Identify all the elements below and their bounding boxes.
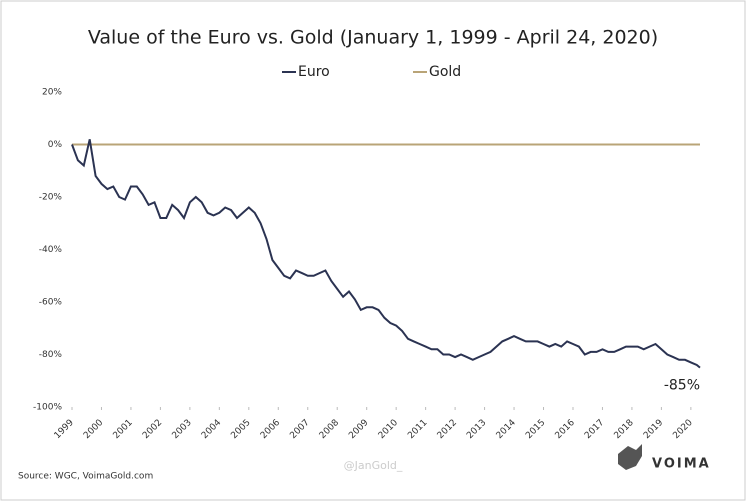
y-tick-label: -20%	[39, 193, 63, 203]
legend-label: Euro	[298, 64, 330, 80]
y-tick-label: 0%	[48, 140, 63, 150]
watermark: @JanGold_	[344, 459, 403, 472]
annotation: -85%	[664, 378, 700, 394]
legend-label: Gold	[429, 64, 461, 80]
y-tick-label: -60%	[39, 298, 63, 308]
logo-icon	[618, 444, 642, 470]
line-series	[71, 139, 701, 369]
y-tick-label: -80%	[39, 350, 63, 360]
y-tick-label: -40%	[39, 245, 63, 255]
source-note: Source: WGC, VoimaGold.com	[18, 472, 153, 482]
chart-title: Value of the Euro vs. Gold (January 1, 1…	[88, 27, 658, 49]
y-tick-label: 20%	[42, 88, 62, 98]
y-tick-label: -100%	[33, 403, 62, 413]
logo-text: VOIMA	[652, 457, 711, 472]
